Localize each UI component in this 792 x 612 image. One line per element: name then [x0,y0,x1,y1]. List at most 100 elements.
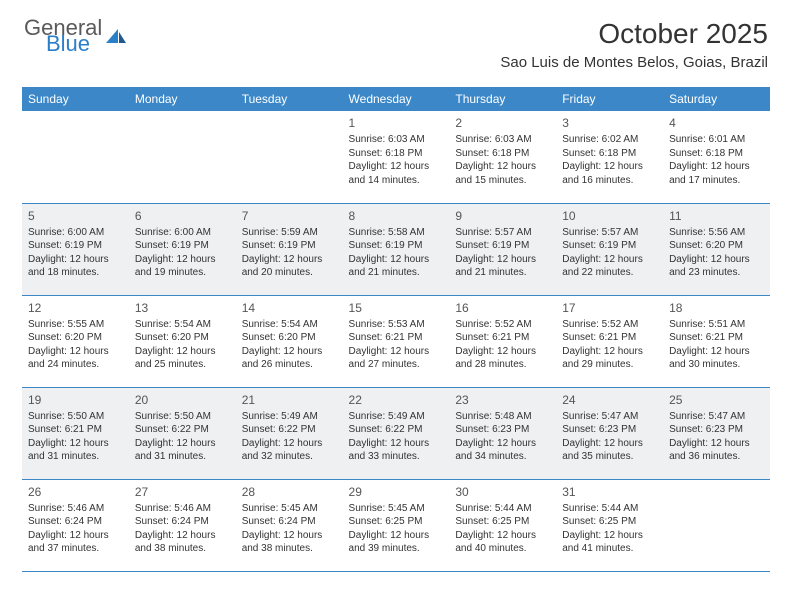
sunset-text: Sunset: 6:24 PM [242,515,337,529]
sunset-text: Sunset: 6:25 PM [562,515,657,529]
day-cell: 29Sunrise: 5:45 AMSunset: 6:25 PMDayligh… [343,479,450,571]
day-number: 25 [669,392,764,408]
sunset-text: Sunset: 6:19 PM [242,239,337,253]
day-cell: 30Sunrise: 5:44 AMSunset: 6:25 PMDayligh… [449,479,556,571]
daylight-text: Daylight: 12 hours and 27 minutes. [349,345,444,372]
sunset-text: Sunset: 6:22 PM [242,423,337,437]
weekday-header: Sunday [22,87,129,111]
day-cell: 18Sunrise: 5:51 AMSunset: 6:21 PMDayligh… [663,295,770,387]
day-number: 26 [28,484,123,500]
day-cell: 22Sunrise: 5:49 AMSunset: 6:22 PMDayligh… [343,387,450,479]
day-number: 10 [562,208,657,224]
logo: General Blue [24,18,128,54]
sunset-text: Sunset: 6:21 PM [562,331,657,345]
sunset-text: Sunset: 6:18 PM [669,147,764,161]
day-number: 11 [669,208,764,224]
sunrise-text: Sunrise: 5:57 AM [562,226,657,240]
sunrise-text: Sunrise: 5:45 AM [349,502,444,516]
daylight-text: Daylight: 12 hours and 21 minutes. [455,253,550,280]
daylight-text: Daylight: 12 hours and 14 minutes. [349,160,444,187]
sunrise-text: Sunrise: 6:00 AM [135,226,230,240]
day-cell: 27Sunrise: 5:46 AMSunset: 6:24 PMDayligh… [129,479,236,571]
calendar-table: SundayMondayTuesdayWednesdayThursdayFrid… [22,87,770,572]
day-cell: 23Sunrise: 5:48 AMSunset: 6:23 PMDayligh… [449,387,556,479]
daylight-text: Daylight: 12 hours and 39 minutes. [349,529,444,556]
sunrise-text: Sunrise: 5:44 AM [455,502,550,516]
daylight-text: Daylight: 12 hours and 34 minutes. [455,437,550,464]
sunset-text: Sunset: 6:24 PM [28,515,123,529]
sunset-text: Sunset: 6:20 PM [669,239,764,253]
day-number: 9 [455,208,550,224]
sunset-text: Sunset: 6:21 PM [455,331,550,345]
sunrise-text: Sunrise: 5:55 AM [28,318,123,332]
calendar-week-row: 5Sunrise: 6:00 AMSunset: 6:19 PMDaylight… [22,203,770,295]
daylight-text: Daylight: 12 hours and 41 minutes. [562,529,657,556]
day-cell: 5 Sunrise: 6:00 AMSunset: 6:19 PMDaylight… [22,203,129,295]
sunrise-text: Sunrise: 6:00 AM [28,226,123,240]
day-number: 23 [455,392,550,408]
daylight-text: Daylight: 12 hours and 18 minutes. [28,253,123,280]
sunrise-text: Sunrise: 5:47 AM [669,410,764,424]
day-number: 30 [455,484,550,500]
daylight-text: Daylight: 12 hours and 15 minutes. [455,160,550,187]
day-number: 24 [562,392,657,408]
sunrise-text: Sunrise: 5:57 AM [455,226,550,240]
title-block: October 2025 Sao Luis de Montes Belos, G… [500,18,768,71]
day-number: 4 [669,115,764,131]
day-cell: 11Sunrise: 5:56 AMSunset: 6:20 PMDayligh… [663,203,770,295]
sunset-text: Sunset: 6:19 PM [455,239,550,253]
sunrise-text: Sunrise: 6:02 AM [562,133,657,147]
sunrise-text: Sunrise: 5:59 AM [242,226,337,240]
day-number: 12 [28,300,123,316]
daylight-text: Daylight: 12 hours and 31 minutes. [28,437,123,464]
daylight-text: Daylight: 12 hours and 22 minutes. [562,253,657,280]
day-cell: 2Sunrise: 6:03 AMSunset: 6:18 PMDaylight… [449,111,556,203]
sunset-text: Sunset: 6:18 PM [562,147,657,161]
sunset-text: Sunset: 6:21 PM [349,331,444,345]
sunset-text: Sunset: 6:19 PM [135,239,230,253]
sunrise-text: Sunrise: 6:03 AM [455,133,550,147]
logo-sail-icon [104,27,128,45]
daylight-text: Daylight: 12 hours and 17 minutes. [669,160,764,187]
daylight-text: Daylight: 12 hours and 26 minutes. [242,345,337,372]
sunrise-text: Sunrise: 5:50 AM [135,410,230,424]
day-cell: 15Sunrise: 5:53 AMSunset: 6:21 PMDayligh… [343,295,450,387]
day-number: 6 [135,208,230,224]
weekday-header: Thursday [449,87,556,111]
weekday-header: Saturday [663,87,770,111]
month-title: October 2025 [500,18,768,50]
sunset-text: Sunset: 6:23 PM [455,423,550,437]
daylight-text: Daylight: 12 hours and 25 minutes. [135,345,230,372]
daylight-text: Daylight: 12 hours and 38 minutes. [242,529,337,556]
calendar-body: 1Sunrise: 6:03 AMSunset: 6:18 PMDaylight… [22,111,770,571]
day-cell: 31Sunrise: 5:44 AMSunset: 6:25 PMDayligh… [556,479,663,571]
day-number: 19 [28,392,123,408]
day-number: 14 [242,300,337,316]
sunrise-text: Sunrise: 5:50 AM [28,410,123,424]
page-header: General Blue October 2025 Sao Luis de Mo… [0,0,792,79]
day-number: 7 [242,208,337,224]
sunrise-text: Sunrise: 5:44 AM [562,502,657,516]
day-cell: 4Sunrise: 6:01 AMSunset: 6:18 PMDaylight… [663,111,770,203]
day-number: 15 [349,300,444,316]
sunset-text: Sunset: 6:19 PM [28,239,123,253]
day-number: 21 [242,392,337,408]
daylight-text: Daylight: 12 hours and 32 minutes. [242,437,337,464]
location-text: Sao Luis de Montes Belos, Goias, Brazil [500,54,768,71]
sunrise-text: Sunrise: 5:46 AM [135,502,230,516]
daylight-text: Daylight: 12 hours and 31 minutes. [135,437,230,464]
day-number: 5 [28,208,123,224]
day-cell: 13Sunrise: 5:54 AMSunset: 6:20 PMDayligh… [129,295,236,387]
daylight-text: Daylight: 12 hours and 16 minutes. [562,160,657,187]
daylight-text: Daylight: 12 hours and 19 minutes. [135,253,230,280]
day-cell: 9 Sunrise: 5:57 AMSunset: 6:19 PMDaylight… [449,203,556,295]
day-cell: 17Sunrise: 5:52 AMSunset: 6:21 PMDayligh… [556,295,663,387]
sunrise-text: Sunrise: 5:58 AM [349,226,444,240]
sunrise-text: Sunrise: 5:51 AM [669,318,764,332]
sunrise-text: Sunrise: 5:56 AM [669,226,764,240]
daylight-text: Daylight: 12 hours and 29 minutes. [562,345,657,372]
day-cell: 12Sunrise: 5:55 AMSunset: 6:20 PMDayligh… [22,295,129,387]
empty-day-cell [22,111,129,203]
daylight-text: Daylight: 12 hours and 20 minutes. [242,253,337,280]
calendar-week-row: 1Sunrise: 6:03 AMSunset: 6:18 PMDaylight… [22,111,770,203]
